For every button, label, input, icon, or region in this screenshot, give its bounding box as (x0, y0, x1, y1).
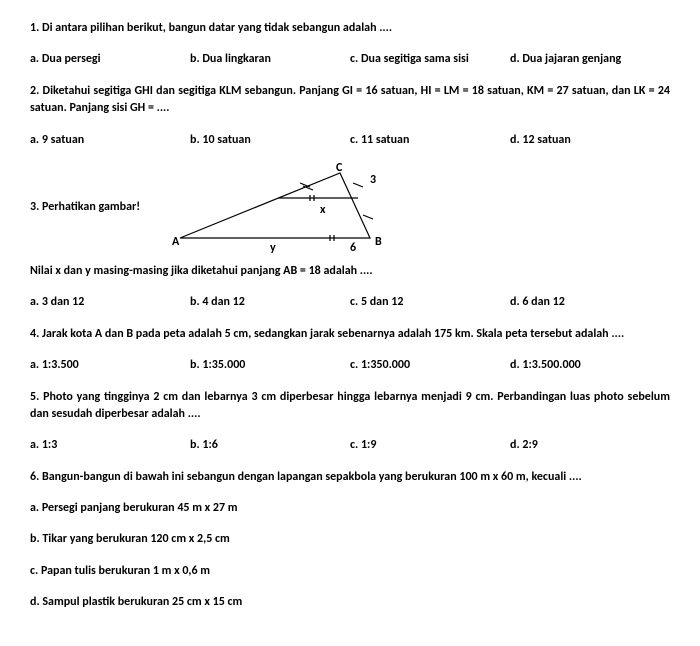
q4-options: a. 1:3.500 b. 1:35.000 c. 1:350.000 d. 1… (30, 357, 670, 374)
q4-opt-a: a. 1:3.500 (30, 357, 190, 374)
q3-figure-row: 3. Perhatikan gambar! A B C x y 3 6 (30, 163, 670, 253)
q2-text: 2. Diketahui segitiga GHI dan segitiga K… (30, 83, 670, 118)
q2-opt-d: d. 12 satuan (510, 132, 670, 149)
q6-opt-a: a. Persegi panjang berukuran 45 m x 27 m (30, 500, 670, 517)
q3-opt-c: c. 5 dan 12 (350, 294, 510, 311)
label-x: x (320, 203, 326, 217)
q4-opt-b: b. 1:35.000 (190, 357, 350, 374)
q5-opt-d: d. 2:9 (510, 437, 670, 454)
q1-opt-a: a. Dua persegi (30, 51, 190, 68)
q3-opt-b: b. 4 dan 12 (190, 294, 350, 311)
q5-text: 5. Photo yang tingginya 2 cm dan lebarny… (30, 389, 670, 424)
label-6: 6 (350, 241, 356, 253)
q3-opt-a: a. 3 dan 12 (30, 294, 190, 311)
q3-text: Nilai x dan y masing-masing jika diketah… (30, 263, 670, 280)
label-b: B (375, 235, 382, 249)
q6-opt-b: b. Tikar yang berukuran 120 cm x 2,5 cm (30, 531, 670, 548)
q5-opt-b: b. 1:6 (190, 437, 350, 454)
q5-options: a. 1:3 b. 1:6 c. 1:9 d. 2:9 (30, 437, 670, 454)
label-3: 3 (370, 173, 376, 187)
q1-opt-b: b. Dua lingkaran (190, 51, 350, 68)
q3-opt-d: d. 6 dan 12 (510, 294, 670, 311)
q5-opt-c: c. 1:9 (350, 437, 510, 454)
q4-opt-c: c. 1:350.000 (350, 357, 510, 374)
q3-options: a. 3 dan 12 b. 4 dan 12 c. 5 dan 12 d. 6… (30, 294, 670, 311)
q5-opt-a: a. 1:3 (30, 437, 190, 454)
label-y: y (270, 241, 276, 253)
q4-opt-d: d. 1:3.500.000 (510, 357, 670, 374)
q2-options: a. 9 satuan b. 10 satuan c. 11 satuan d.… (30, 132, 670, 149)
q1-opt-d: d. Dua jajaran genjang (510, 51, 670, 68)
q4-text: 4. Jarak kota A dan B pada peta adalah 5… (30, 326, 670, 343)
q6-text: 6. Bangun-bangun di bawah ini sebangun d… (30, 469, 670, 486)
q6-opt-c: c. Papan tulis berukuran 1 m x 0,6 m (30, 563, 670, 580)
q1-text: 1. Di antara pilihan berikut, bangun dat… (30, 20, 670, 37)
q1-options: a. Dua persegi b. Dua lingkaran c. Dua s… (30, 51, 670, 68)
triangle-figure: A B C x y 3 6 (170, 163, 430, 253)
q3-prompt: 3. Perhatikan gambar! (30, 199, 140, 216)
q1-opt-c: c. Dua segitiga sama sisi (350, 51, 510, 68)
q2-opt-c: c. 11 satuan (350, 132, 510, 149)
label-c: C (336, 163, 343, 175)
label-a: A (172, 235, 180, 249)
q2-opt-b: b. 10 satuan (190, 132, 350, 149)
q6-options: a. Persegi panjang berukuran 45 m x 27 m… (30, 500, 670, 612)
q6-opt-d: d. Sampul plastik berukuran 25 cm x 15 c… (30, 594, 670, 611)
q2-opt-a: a. 9 satuan (30, 132, 190, 149)
